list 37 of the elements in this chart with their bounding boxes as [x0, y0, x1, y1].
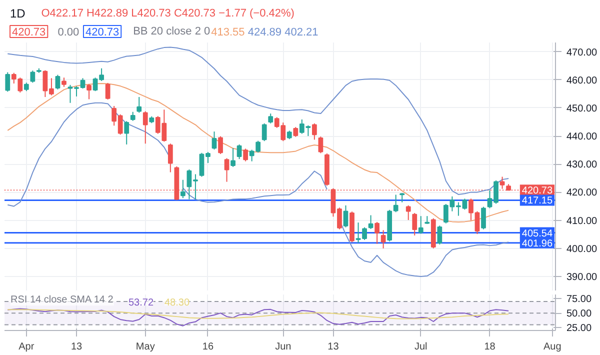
x-tick-label: 13	[328, 342, 340, 352]
y-tick-label: 420.00	[566, 188, 598, 199]
x-tick-label: Aug	[543, 342, 562, 352]
y-tick-label: 50.00	[566, 308, 592, 320]
x-tick-label: Jul	[414, 342, 428, 352]
text: 420.73	[85, 26, 120, 38]
text: 402.21	[284, 26, 318, 38]
x-tick-label: 16	[202, 342, 214, 352]
annotation: 48.30	[164, 298, 190, 308]
ref-line-label: 401.96	[522, 238, 553, 250]
y-tick-label: 460.00	[566, 75, 598, 86]
y-tick-label: 440.00	[566, 132, 598, 143]
x-tick-label: May	[136, 342, 155, 352]
y-tick-label: 25.00	[566, 323, 592, 334]
y-tick-label: 430.00	[566, 160, 598, 171]
ref-line-label: 405.54	[522, 228, 553, 240]
text: 413.55	[211, 26, 245, 38]
text: O422.17 H422.89 L420.73 C420.73 −1.77 (−0.42%)	[41, 8, 294, 20]
x-tick-label: Jun	[275, 342, 292, 352]
text: BB 20 close 2 0	[133, 26, 210, 38]
y-tick-label: 410.00	[566, 216, 598, 227]
y-tick-label: 75.00	[566, 294, 592, 306]
text: 424.89	[248, 26, 282, 38]
y-tick-label: 400.00	[566, 244, 598, 255]
y-tick-label: 470.00	[566, 47, 598, 58]
text: 0.00	[58, 26, 80, 38]
annotation: RSI 14 close SMA 14 2	[10, 294, 114, 306]
x-tick-label: 13	[70, 342, 83, 352]
ref-line-label: 420.73	[522, 186, 553, 197]
text: 420.73	[12, 26, 46, 38]
x-tick-label: 18	[484, 342, 496, 352]
ref-line-label: 417.15	[522, 196, 553, 207]
y-tick-label: 450.00	[566, 103, 598, 114]
chart-title: 1D	[10, 6, 26, 20]
annotation: 53.72	[128, 298, 154, 308]
y-tick-label: 390.00	[566, 272, 598, 283]
x-tick-label: Apr	[18, 342, 35, 352]
